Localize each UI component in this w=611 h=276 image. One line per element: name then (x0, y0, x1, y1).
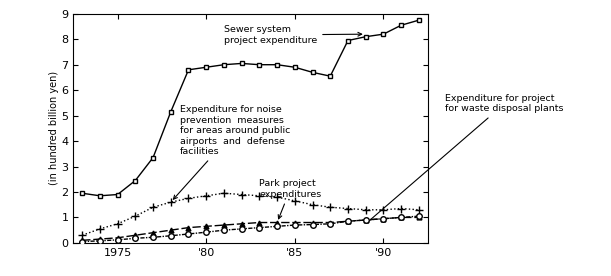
Y-axis label: (in hundred billion yen): (in hundred billion yen) (48, 71, 59, 185)
Text: Expenditure for noise
prevention  measures
for areas around public
airports  and: Expenditure for noise prevention measure… (174, 105, 290, 199)
Text: Park project
expenditures: Park project expenditures (260, 179, 321, 219)
Text: Expenditure for project
for waste disposal plants: Expenditure for project for waste dispos… (368, 94, 564, 222)
Text: Sewer system
project expenditure: Sewer system project expenditure (224, 25, 362, 45)
